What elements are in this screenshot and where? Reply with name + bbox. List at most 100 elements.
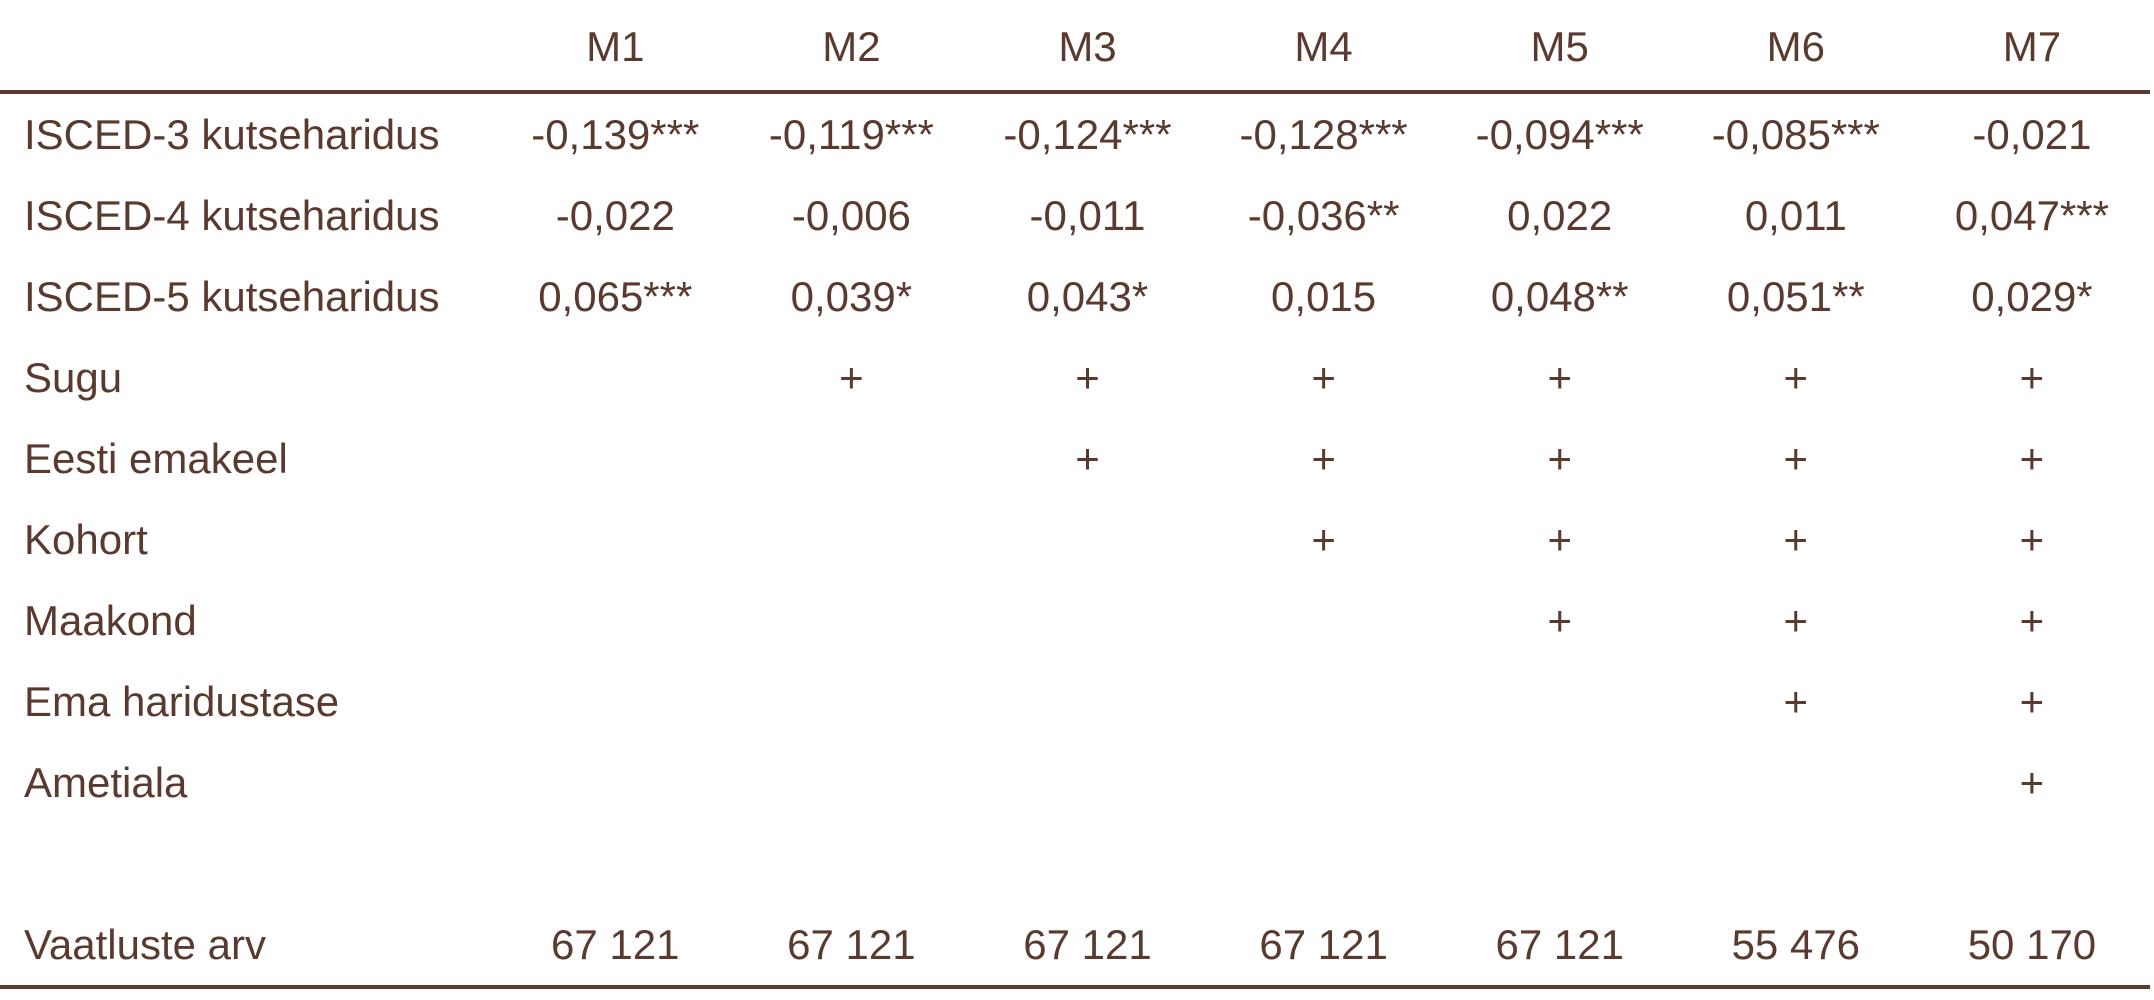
table-cell: +: [1783, 596, 1809, 644]
table-cell: 0,015: [1271, 272, 1377, 320]
table-cell: [1678, 742, 1914, 823]
table-cell: -0,036**: [1247, 191, 1400, 239]
table-cell: [969, 742, 1205, 823]
table-cell: 0,048**: [1490, 272, 1629, 320]
column-header-m4: M4: [1205, 0, 1442, 94]
row-label: Maakond: [24, 596, 197, 644]
table-cell: [969, 661, 1205, 742]
table-cell: -0,094***: [1475, 110, 1644, 158]
table-cell: [1206, 742, 1442, 823]
table-row: Maakond + + +: [0, 580, 2150, 661]
observations-cell: 67 121: [733, 904, 970, 989]
table-row: Eesti emakeel + + + + +: [0, 418, 2150, 499]
table-body: ISCED-3 kutseharidus -0,139*** -0,119***…: [0, 92, 2150, 989]
table-cell: +: [2019, 353, 2045, 401]
spacer-row: [0, 823, 2150, 904]
table-row: Sugu + + + + + +: [0, 337, 2150, 418]
observations-cell: 67 121: [1205, 904, 1442, 989]
observations-cell: 67 121: [1441, 904, 1678, 989]
table-cell: 0,011: [1744, 191, 1847, 239]
table-cell: [969, 580, 1205, 661]
table-cell: [1442, 661, 1678, 742]
table-cell: +: [2019, 434, 2045, 482]
table-cell: +: [1547, 434, 1572, 482]
header-corner: [0, 0, 498, 94]
column-header-m7: M7: [1913, 0, 2150, 94]
row-label: ISCED-3 kutseharidus: [24, 110, 440, 158]
table-cell: [1206, 661, 1442, 742]
table-row: ISCED-5 kutseharidus 0,065*** 0,039* 0,0…: [0, 256, 2150, 337]
table-cell: +: [839, 353, 864, 401]
table-row: Kohort + + + +: [0, 499, 2150, 580]
column-header-m2: M2: [733, 0, 970, 94]
table-cell: +: [2019, 515, 2045, 563]
table-cell: [1206, 580, 1442, 661]
table-cell: +: [2019, 758, 2045, 806]
table-cell: [733, 418, 969, 499]
table-header: M1 M2 M3 M4 M5 M6 M7: [0, 0, 2150, 94]
row-label: Eesti emakeel: [24, 434, 288, 482]
column-header-m1: M1: [497, 0, 734, 94]
table-cell: [969, 499, 1205, 580]
row-label: Sugu: [24, 353, 123, 401]
table-row: Ema haridustase + +: [0, 661, 2150, 742]
spacer-cell: [0, 823, 2150, 904]
table-cell: [497, 580, 733, 661]
table-cell: +: [1311, 515, 1336, 563]
table-cell: -0,022: [555, 191, 675, 239]
table-cell: +: [1311, 353, 1336, 401]
table-cell: 0,043*: [1026, 272, 1149, 320]
table-cell: [733, 742, 969, 823]
table-cell: -0,006: [791, 191, 911, 239]
table-row: ISCED-3 kutseharidus -0,139*** -0,119***…: [0, 92, 2150, 175]
table-cell: +: [1547, 515, 1572, 563]
table-cell: [497, 337, 733, 418]
table-cell: 0,047***: [1954, 191, 2109, 239]
observations-cell: 55 476: [1677, 904, 1914, 989]
table-cell: +: [1783, 515, 1809, 563]
table-cell: -0,021: [1972, 110, 2092, 158]
table-cell: [497, 499, 733, 580]
row-label: Ametiala: [24, 758, 188, 806]
observations-cell: 50 170: [1913, 904, 2150, 989]
table-cell: +: [1783, 434, 1809, 482]
column-header-m3: M3: [969, 0, 1206, 94]
column-header-m5: M5: [1441, 0, 1678, 94]
header-row: M1 M2 M3 M4 M5 M6 M7: [0, 0, 2150, 94]
row-label: ISCED-5 kutseharidus: [24, 272, 440, 320]
table-cell: -0,011: [1029, 191, 1146, 239]
table-cell: +: [1783, 677, 1809, 725]
table-cell: [497, 661, 733, 742]
table-cell: -0,119***: [768, 110, 934, 158]
table-cell: [733, 499, 969, 580]
table-cell: 0,039*: [790, 272, 913, 320]
table-cell: [497, 418, 733, 499]
table-cell: -0,124***: [1003, 110, 1172, 158]
table-cell: +: [1075, 353, 1100, 401]
table-cell: +: [1783, 353, 1809, 401]
table-cell: -0,139***: [531, 110, 700, 158]
table-cell: +: [2019, 677, 2045, 725]
observations-cell: 67 121: [497, 904, 734, 989]
table-cell: +: [1547, 596, 1572, 644]
table-cell: 0,029*: [1971, 272, 2093, 320]
column-header-m6: M6: [1677, 0, 1914, 94]
row-label: Ema haridustase: [24, 677, 340, 725]
table-cell: +: [1311, 434, 1336, 482]
table-cell: [1442, 742, 1678, 823]
table-cell: [733, 661, 969, 742]
table-row: ISCED-4 kutseharidus -0,022 -0,006 -0,01…: [0, 175, 2150, 256]
table-cell: [733, 580, 969, 661]
table-cell: -0,085***: [1711, 110, 1880, 158]
row-label: Kohort: [24, 515, 148, 563]
observations-cell: 67 121: [969, 904, 1206, 989]
table-cell: +: [1075, 434, 1100, 482]
table-cell: 0,022: [1507, 191, 1613, 239]
table-cell: +: [2019, 596, 2045, 644]
table-cell: +: [1547, 353, 1572, 401]
table-cell: -0,128***: [1239, 110, 1408, 158]
row-label: ISCED-4 kutseharidus: [24, 191, 440, 239]
observations-row: Vaatluste arv 67 121 67 121 67 121 67 12…: [0, 904, 2150, 989]
